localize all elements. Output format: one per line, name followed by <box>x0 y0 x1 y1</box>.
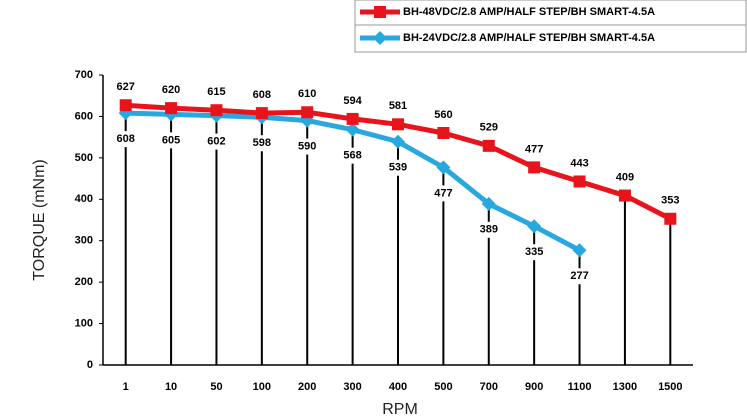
legend-label: BH-48VDC/2.8 AMP/HALF STEP/BH SMART-4.5A <box>403 6 655 18</box>
data-label-bg <box>385 159 411 176</box>
x-tick-label: 200 <box>298 381 316 393</box>
data-label-bg <box>203 133 230 150</box>
data-label-bg <box>339 147 366 164</box>
x-tick-label: 10 <box>165 381 177 393</box>
data-label-bg <box>203 84 230 101</box>
data-label-bg <box>294 86 321 103</box>
data-label-bg <box>475 221 502 238</box>
data-label: 620 <box>162 84 180 96</box>
data-label: 605 <box>162 134 180 146</box>
x-tick-label: 700 <box>480 381 498 393</box>
data-label: 627 <box>117 81 135 93</box>
x-axis-label: RPM <box>382 401 418 418</box>
marker <box>165 102 178 115</box>
data-label-bg <box>339 92 366 109</box>
y-tick-label: 100 <box>75 317 93 329</box>
y-tick-label: 200 <box>75 276 93 288</box>
data-label-bg <box>521 244 548 261</box>
data-label: 615 <box>207 86 225 98</box>
data-label: 598 <box>253 137 271 149</box>
data-label-bg <box>158 82 185 99</box>
marker <box>391 134 405 149</box>
data-label-bg <box>566 268 593 285</box>
y-tick-label: 300 <box>75 235 93 247</box>
data-label: 568 <box>343 150 361 162</box>
x-tick-label: 1500 <box>658 381 682 393</box>
data-label: 277 <box>570 270 588 282</box>
x-tick-label: 500 <box>434 381 452 393</box>
legend-box <box>354 0 747 53</box>
data-label-bg <box>430 107 457 123</box>
y-tick-label: 700 <box>75 69 93 81</box>
data-label: 602 <box>207 136 225 148</box>
y-tick-label: 500 <box>75 152 93 164</box>
marker <box>572 243 587 258</box>
marker <box>664 212 677 225</box>
legend-swatch <box>374 6 386 18</box>
marker <box>392 118 404 131</box>
data-label: 608 <box>253 89 271 101</box>
y-tick-label: 0 <box>87 359 93 371</box>
marker <box>528 161 541 174</box>
marker <box>437 127 450 139</box>
marker <box>119 99 132 112</box>
data-label: 539 <box>389 162 407 174</box>
data-label: 477 <box>525 143 543 155</box>
legend-swatch <box>373 31 387 45</box>
marker <box>482 139 495 152</box>
data-label: 581 <box>389 100 407 112</box>
x-tick-label: 50 <box>210 381 222 393</box>
x-tick-label: 900 <box>525 381 543 393</box>
marker <box>210 104 223 117</box>
y-axis-label: TORQUE (mNm) <box>31 159 48 280</box>
data-label-bg <box>611 169 638 186</box>
y-tick-label: 600 <box>75 110 93 122</box>
data-label: 608 <box>117 133 135 145</box>
marker <box>436 160 451 175</box>
data-label-bg <box>294 138 321 155</box>
data-label-bg <box>566 155 593 172</box>
marker <box>255 107 268 120</box>
data-label: 594 <box>343 95 362 107</box>
data-label-bg <box>521 141 548 158</box>
data-label: 409 <box>616 171 634 183</box>
marker <box>301 106 314 119</box>
data-label-bg <box>158 132 185 149</box>
data-label: 443 <box>570 157 588 169</box>
marker <box>527 219 542 234</box>
marker <box>346 112 359 125</box>
x-tick-label: 1100 <box>568 381 592 393</box>
x-tick-label: 1300 <box>613 381 637 393</box>
data-label-bg <box>112 131 139 148</box>
data-label: 335 <box>525 246 543 258</box>
marker <box>481 196 496 211</box>
data-label-bg <box>248 135 275 152</box>
data-label-bg <box>112 79 139 96</box>
data-label: 560 <box>434 109 452 121</box>
x-tick-label: 400 <box>389 381 407 393</box>
data-label: 590 <box>298 140 316 152</box>
data-label: 353 <box>661 195 679 207</box>
marker <box>345 122 360 137</box>
data-label-bg <box>248 87 275 104</box>
data-label-bg <box>475 119 502 136</box>
data-label-bg <box>385 98 411 115</box>
x-tick-label: 1 <box>123 381 129 393</box>
data-label: 477 <box>434 187 452 199</box>
data-label: 529 <box>480 122 498 134</box>
data-label: 389 <box>480 224 498 236</box>
marker <box>618 189 631 202</box>
marker <box>573 175 586 188</box>
data-label: 610 <box>298 88 316 100</box>
y-tick-label: 400 <box>75 193 93 205</box>
x-tick-label: 100 <box>253 381 271 393</box>
legend-label: BH-24VDC/2.8 AMP/HALF STEP/BH SMART-4.5A <box>403 32 655 44</box>
data-label-bg <box>657 192 684 209</box>
data-label-bg <box>430 185 457 202</box>
x-tick-label: 300 <box>343 381 361 393</box>
